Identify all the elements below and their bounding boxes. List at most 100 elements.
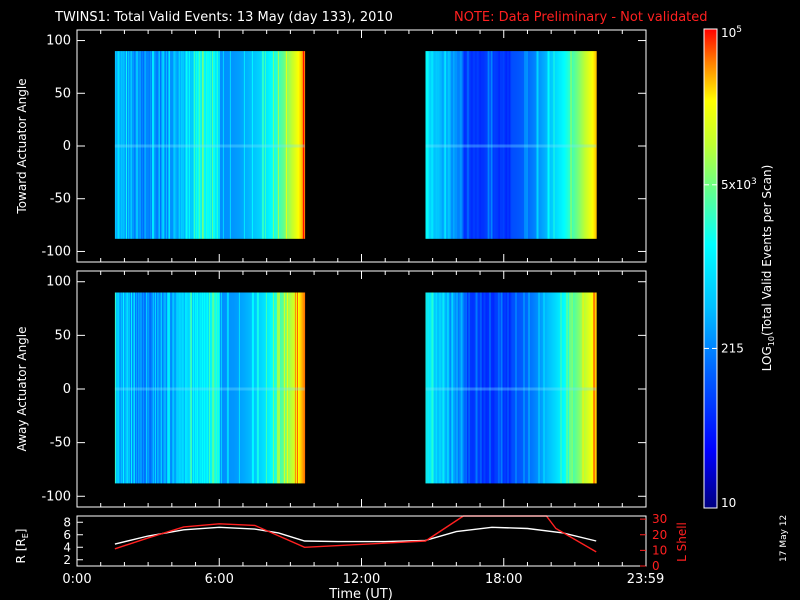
heatmap-column	[201, 292, 204, 484]
heatmap-column	[566, 51, 568, 239]
heatmap-column	[475, 292, 477, 484]
heatmap-column	[139, 51, 142, 239]
heatmap-column	[567, 51, 569, 239]
heatmap-column	[232, 51, 235, 239]
heatmap-column	[536, 51, 538, 239]
x-tick-label: 12:00	[343, 572, 380, 587]
heatmap-column	[512, 51, 514, 239]
heatmap-column	[272, 292, 275, 484]
heatmap-column	[264, 51, 267, 239]
heatmap-column	[303, 51, 306, 239]
heatmap-column	[136, 51, 139, 239]
heatmap-column	[185, 292, 188, 484]
heatmap-column	[188, 51, 191, 239]
heatmap-column	[491, 51, 493, 239]
heatmap-column	[552, 51, 554, 239]
heatmap-column	[240, 51, 243, 239]
heatmap-column	[437, 51, 439, 239]
heatmap-column	[430, 51, 432, 239]
heatmap-column	[453, 51, 455, 239]
preliminary-note: NOTE: Data Preliminary - Not validated	[454, 10, 708, 25]
heatmap-column	[485, 292, 487, 484]
heatmap-column	[460, 51, 462, 239]
heatmap-column	[237, 51, 240, 239]
heatmap-column	[455, 292, 457, 484]
heatmap-column	[140, 51, 143, 239]
heatmap-column	[126, 51, 129, 239]
heatmap-column	[202, 51, 205, 239]
heatmap-column	[449, 292, 451, 484]
heatmap-column	[175, 51, 178, 239]
heatmap-column	[248, 292, 251, 484]
heatmap-column	[490, 51, 492, 239]
y-tick-label: -50	[50, 192, 71, 207]
heatmap-column	[195, 51, 198, 239]
heatmap-column	[578, 292, 580, 484]
orbit-lines	[114, 515, 597, 553]
heatmap-column	[590, 51, 592, 239]
heatmap-column	[500, 292, 502, 484]
heatmap-column	[476, 292, 478, 484]
heatmap-column	[500, 51, 502, 239]
heatmap-column	[117, 292, 120, 484]
heatmap-column	[460, 292, 462, 484]
heatmap-column	[233, 51, 236, 239]
heatmap-column	[469, 51, 471, 239]
heatmap-column	[466, 292, 468, 484]
heatmap-column	[156, 292, 159, 484]
heatmap-column	[479, 292, 481, 484]
heatmap-column	[588, 51, 590, 239]
heatmap-column	[122, 51, 125, 239]
heatmap-column	[173, 292, 176, 484]
heatmap-column	[125, 292, 128, 484]
heatmap-column	[223, 51, 226, 239]
heatmap-column	[247, 51, 250, 239]
heatmap-column	[128, 51, 131, 239]
heatmap-column	[580, 292, 582, 484]
heatmap-column	[509, 51, 511, 239]
heatmap-column	[539, 51, 541, 239]
heatmap-column	[127, 51, 130, 239]
heatmap-column	[207, 292, 210, 484]
heatmap-column	[124, 51, 127, 239]
heatmap-column	[472, 51, 474, 239]
colorbar-label: LOG10(Total Valid Events per Scan)	[760, 165, 776, 372]
heatmap-column	[431, 51, 433, 239]
heatmap-column	[545, 292, 547, 484]
heatmap-column	[212, 51, 215, 239]
heatmap-column	[219, 292, 222, 484]
heatmap-column	[217, 292, 220, 484]
heatmap-column	[490, 292, 492, 484]
heatmap-column	[178, 292, 181, 484]
heatmap-column	[128, 292, 131, 484]
heatmap-column	[442, 51, 444, 239]
heatmap-column	[145, 51, 148, 239]
y-tick-label: 50	[54, 328, 71, 343]
heatmap-column	[151, 292, 154, 484]
heatmap-column	[161, 51, 164, 239]
heatmap-column	[185, 51, 188, 239]
heatmap-column	[595, 292, 597, 484]
zero-angle-band	[114, 387, 305, 391]
heatmap-column	[586, 51, 588, 239]
heatmap-column	[544, 51, 546, 239]
heatmap-column	[180, 292, 183, 484]
heatmap-column	[473, 51, 475, 239]
heatmap-column	[193, 51, 196, 239]
heatmap-column	[239, 51, 242, 239]
heatmap-column	[280, 51, 283, 239]
heatmap-column	[503, 292, 505, 484]
heatmap-column	[467, 51, 469, 239]
heatmap-column	[289, 292, 292, 484]
heatmap-column	[234, 51, 237, 239]
heatmap-column	[191, 51, 194, 239]
colorbar-frame	[703, 28, 718, 509]
heatmap-column	[569, 51, 571, 239]
heatmap-column	[550, 51, 552, 239]
heatmap-column	[545, 51, 547, 239]
heatmap-column	[209, 51, 212, 239]
heatmap-column	[139, 292, 142, 484]
heatmap-column	[258, 51, 261, 239]
toward-panel: 100 50 0 -50 -100 Toward Actuator Angle	[15, 29, 647, 263]
heatmap-column	[230, 292, 233, 484]
